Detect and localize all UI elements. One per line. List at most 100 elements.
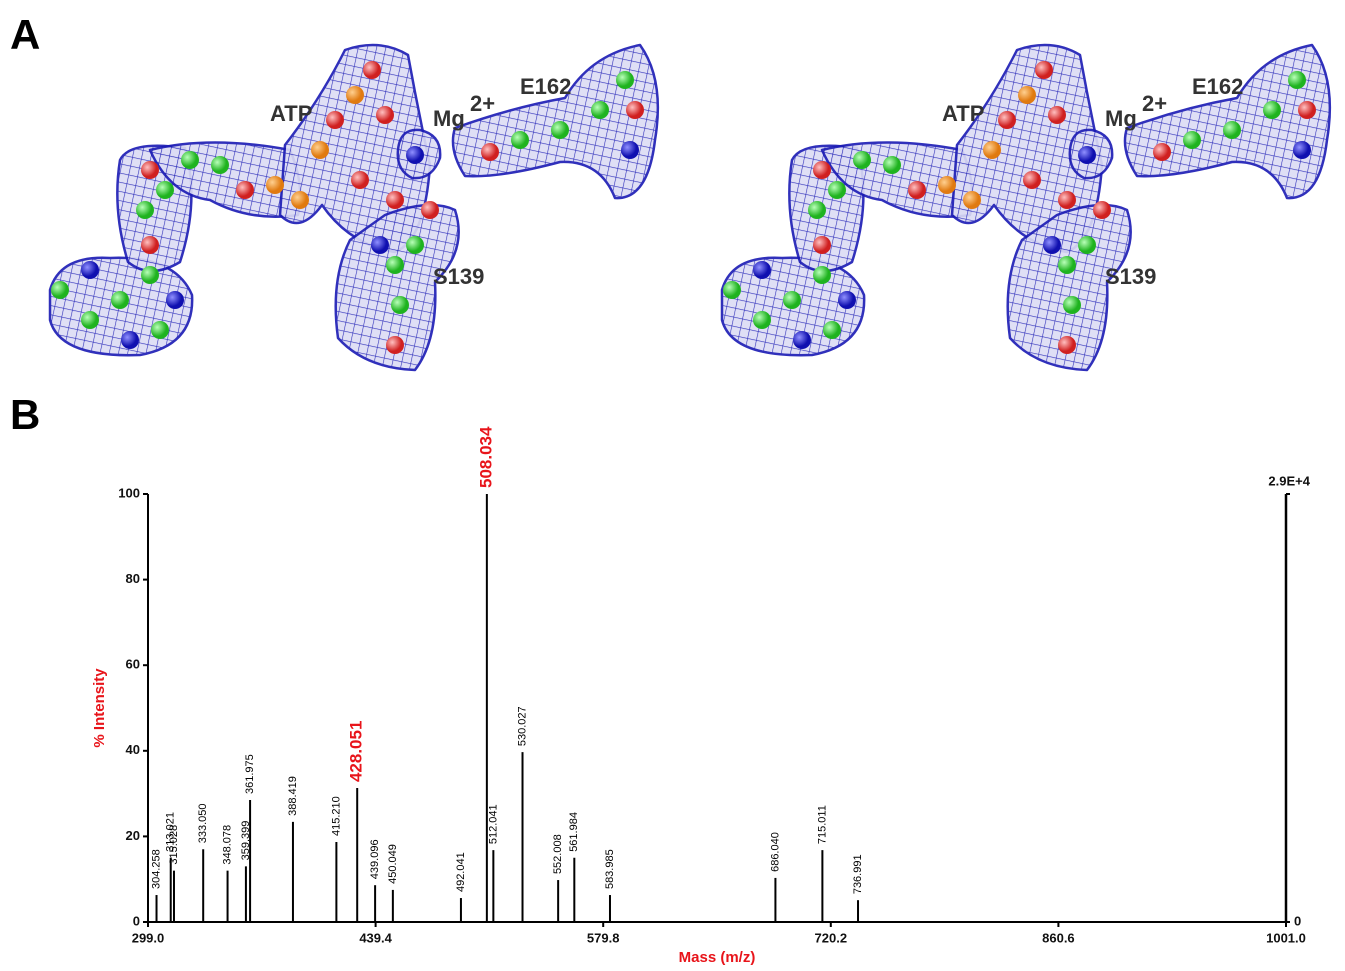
- atom: [151, 321, 169, 339]
- atom: [1183, 131, 1201, 149]
- atom: [386, 191, 404, 209]
- atom: [181, 151, 199, 169]
- atom: [828, 181, 846, 199]
- panel-label: B: [10, 391, 40, 438]
- atom: [813, 236, 831, 254]
- atom: [1078, 146, 1096, 164]
- atom: [1058, 191, 1076, 209]
- atom: [1043, 236, 1061, 254]
- density-mesh: [1123, 43, 1332, 200]
- atom: [808, 201, 826, 219]
- atom: [141, 266, 159, 284]
- annotation: S139: [1105, 264, 1156, 289]
- atom: [363, 61, 381, 79]
- atom: [166, 291, 184, 309]
- y-axis-label: % Intensity: [91, 668, 108, 748]
- atom: [1153, 143, 1171, 161]
- annotation: 2+: [470, 91, 495, 116]
- atom: [136, 201, 154, 219]
- atom: [1058, 256, 1076, 274]
- y-tick-label: 20: [126, 828, 140, 843]
- annotation: S139: [433, 264, 484, 289]
- atom: [753, 311, 771, 329]
- atom: [1263, 101, 1281, 119]
- annotation: ATP: [270, 101, 312, 126]
- atom: [963, 191, 981, 209]
- peak-label: 333.050: [197, 803, 209, 843]
- atom: [391, 296, 409, 314]
- atom: [326, 111, 344, 129]
- structure-view: ATP Mg2+ E162 S139: [48, 43, 660, 372]
- atom: [351, 171, 369, 189]
- atom: [783, 291, 801, 309]
- atom: [853, 151, 871, 169]
- x-tick-label: 299.0: [132, 930, 165, 945]
- peak-label: 348.078: [221, 825, 233, 865]
- atom: [291, 191, 309, 209]
- atom: [753, 261, 771, 279]
- atom: [1018, 86, 1036, 104]
- peak-label: 304.258: [150, 849, 162, 889]
- atom: [121, 331, 139, 349]
- peak-label: 715.011: [816, 805, 828, 844]
- annotation: ATP: [942, 101, 984, 126]
- peak-label: 492.041: [455, 852, 467, 892]
- atom: [1093, 201, 1111, 219]
- atom: [211, 156, 229, 174]
- peak-label: 686.040: [769, 832, 781, 872]
- atom: [1048, 106, 1066, 124]
- atom: [1293, 141, 1311, 159]
- annotation: E162: [520, 74, 571, 99]
- atom: [616, 71, 634, 89]
- atom: [1078, 236, 1096, 254]
- atom: [1058, 336, 1076, 354]
- atom: [386, 256, 404, 274]
- annotation: 2+: [1142, 91, 1167, 116]
- atom: [591, 101, 609, 119]
- atom: [838, 291, 856, 309]
- atom: [421, 201, 439, 219]
- atom: [406, 236, 424, 254]
- peak-label: 552.008: [552, 834, 564, 874]
- atom: [1288, 71, 1306, 89]
- peak-label: 439.096: [369, 839, 381, 879]
- y-tick-label: 40: [126, 742, 140, 757]
- atom: [998, 111, 1016, 129]
- y-tick-label: 100: [118, 485, 140, 500]
- atom: [813, 266, 831, 284]
- atom: [1298, 101, 1316, 119]
- atom: [823, 321, 841, 339]
- atom: [346, 86, 364, 104]
- peak-label: 450.049: [387, 844, 399, 884]
- atom: [141, 236, 159, 254]
- atom: [813, 161, 831, 179]
- atom: [386, 336, 404, 354]
- atom: [156, 181, 174, 199]
- atom: [511, 131, 529, 149]
- atom: [908, 181, 926, 199]
- peak-label: 415.210: [330, 796, 342, 836]
- y-tick-label: 60: [126, 657, 140, 672]
- x-tick-label: 579.8: [587, 930, 620, 945]
- peak-label: 561.984: [568, 812, 580, 852]
- density-mesh: [451, 43, 660, 200]
- atom: [1023, 171, 1041, 189]
- atom: [371, 236, 389, 254]
- y2-tick-label: 0: [1294, 913, 1301, 928]
- atom: [621, 141, 639, 159]
- peak-label: 530.027: [516, 706, 528, 746]
- x-axis-label: Mass (m/z): [679, 949, 756, 966]
- atom: [376, 106, 394, 124]
- annotation: Mg: [433, 106, 465, 131]
- atom: [81, 311, 99, 329]
- panel-label: A: [10, 11, 40, 58]
- atom: [626, 101, 644, 119]
- x-tick-label: 1001.0: [1266, 930, 1306, 945]
- peak-label: 388.419: [287, 776, 299, 816]
- y-tick-label: 0: [133, 913, 140, 928]
- atom: [1223, 121, 1241, 139]
- atom: [236, 181, 254, 199]
